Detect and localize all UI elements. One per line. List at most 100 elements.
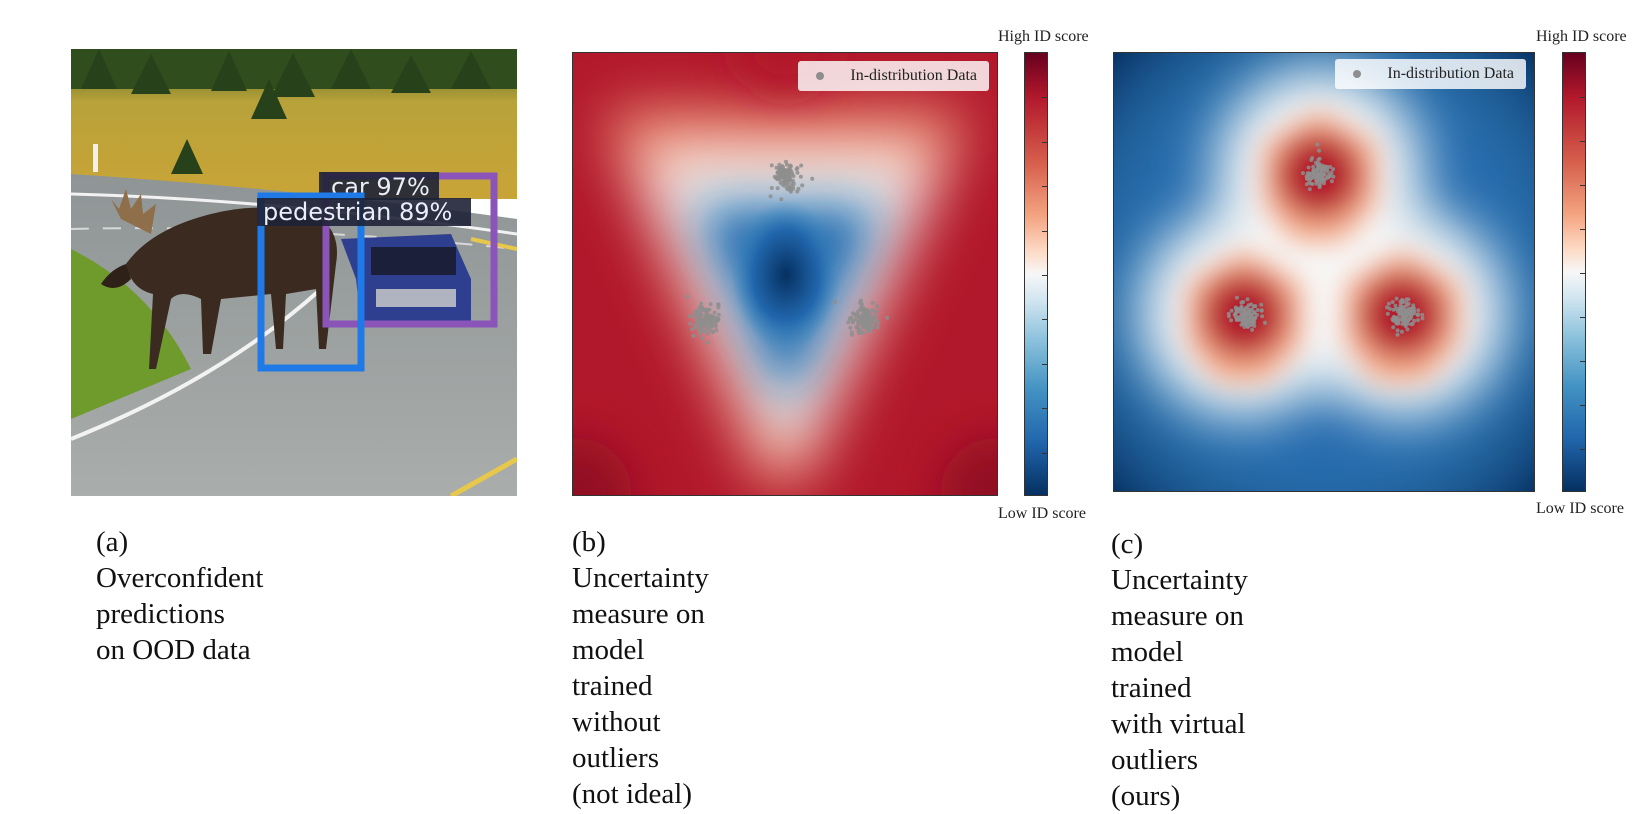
data-point xyxy=(870,300,875,305)
data-point xyxy=(785,183,790,188)
data-point xyxy=(1310,182,1315,186)
data-point xyxy=(1251,304,1256,309)
data-point xyxy=(868,318,873,323)
data-point xyxy=(707,307,712,312)
data-point xyxy=(714,328,719,333)
data-point xyxy=(1416,308,1421,313)
data-point xyxy=(1322,181,1326,186)
data-point xyxy=(1245,324,1250,329)
data-point xyxy=(1239,306,1244,311)
data-point xyxy=(777,166,782,170)
colorbar-b xyxy=(1024,52,1048,496)
data-point xyxy=(775,186,780,191)
data-point xyxy=(1400,312,1405,317)
data-point xyxy=(1395,328,1400,333)
heatmap-c: In-distribution Data xyxy=(1113,52,1535,492)
data-point xyxy=(1405,327,1410,332)
data-point xyxy=(795,166,800,170)
data-point xyxy=(1229,318,1234,323)
data-point xyxy=(1315,142,1320,147)
data-point xyxy=(700,336,705,341)
data-point xyxy=(716,302,721,307)
data-point xyxy=(790,172,795,177)
data-point xyxy=(778,176,783,181)
data-point xyxy=(1385,311,1390,316)
data-point xyxy=(695,308,700,313)
legend-dot-icon xyxy=(816,72,825,80)
data-point xyxy=(706,324,711,329)
data-point xyxy=(1406,317,1411,322)
data-point xyxy=(1399,329,1404,334)
data-point xyxy=(1310,156,1315,160)
data-point xyxy=(1394,319,1399,324)
data-point xyxy=(705,331,710,336)
data-point xyxy=(1400,322,1405,327)
data-point xyxy=(1306,172,1311,177)
data-point xyxy=(781,171,786,176)
data-point xyxy=(1260,314,1265,319)
data-point xyxy=(693,325,698,330)
data-point xyxy=(865,308,870,312)
data-point xyxy=(1243,306,1248,311)
data-point xyxy=(800,183,805,188)
data-point xyxy=(859,305,864,310)
data-point xyxy=(690,327,694,332)
data-point xyxy=(696,316,701,321)
legend-dot-icon xyxy=(1353,70,1362,78)
data-point xyxy=(872,318,877,323)
data-point xyxy=(1411,303,1416,308)
data-point xyxy=(781,179,786,184)
data-point xyxy=(1259,302,1264,307)
data-point xyxy=(1331,167,1336,172)
data-point xyxy=(799,163,804,168)
data-point xyxy=(789,188,793,193)
data-point xyxy=(867,328,872,332)
data-point xyxy=(1391,325,1396,330)
data-point xyxy=(1395,332,1400,337)
data-point xyxy=(875,304,880,309)
data-point xyxy=(785,171,789,176)
data-point xyxy=(1246,303,1251,308)
legend-c-label: In-distribution Data xyxy=(1387,65,1514,82)
data-point xyxy=(798,174,803,179)
data-point xyxy=(1410,321,1415,326)
data-point xyxy=(850,311,855,316)
data-point xyxy=(1403,321,1408,326)
data-point xyxy=(1390,300,1395,304)
data-point xyxy=(1236,316,1241,321)
colorbar-b-top-label: High ID score xyxy=(998,28,1089,45)
data-point xyxy=(780,182,785,187)
data-point xyxy=(1317,156,1322,161)
colorbar-b-bottom-label: Low ID score xyxy=(998,505,1086,522)
data-point xyxy=(716,312,721,317)
data-point xyxy=(1305,176,1310,181)
data-point xyxy=(1226,311,1231,316)
data-point xyxy=(1404,308,1409,313)
data-point xyxy=(1241,300,1246,304)
data-point xyxy=(774,165,779,170)
data-point xyxy=(855,309,860,314)
data-point xyxy=(779,197,784,202)
data-point xyxy=(1416,318,1420,323)
data-point xyxy=(1307,180,1312,185)
data-point xyxy=(856,319,861,324)
caption-c-line2: with virtual outliers (ours) xyxy=(1111,708,1246,812)
data-point xyxy=(709,319,714,324)
data-point xyxy=(833,300,838,304)
legend-b-label: In-distribution Data xyxy=(850,67,977,84)
data-point xyxy=(1255,308,1260,312)
data-point xyxy=(1306,165,1311,170)
colorbar-c-top-label: High ID score xyxy=(1536,28,1627,45)
data-point xyxy=(858,298,863,303)
colorbar-c xyxy=(1562,52,1586,492)
data-point xyxy=(873,313,878,318)
data-point xyxy=(885,315,890,320)
data-point xyxy=(796,186,801,191)
data-point xyxy=(1420,312,1425,317)
data-point xyxy=(697,312,702,317)
data-point xyxy=(876,321,881,326)
data-point xyxy=(788,164,793,169)
data-point xyxy=(1325,165,1330,169)
data-point xyxy=(1301,171,1305,176)
data-point xyxy=(1234,295,1239,300)
